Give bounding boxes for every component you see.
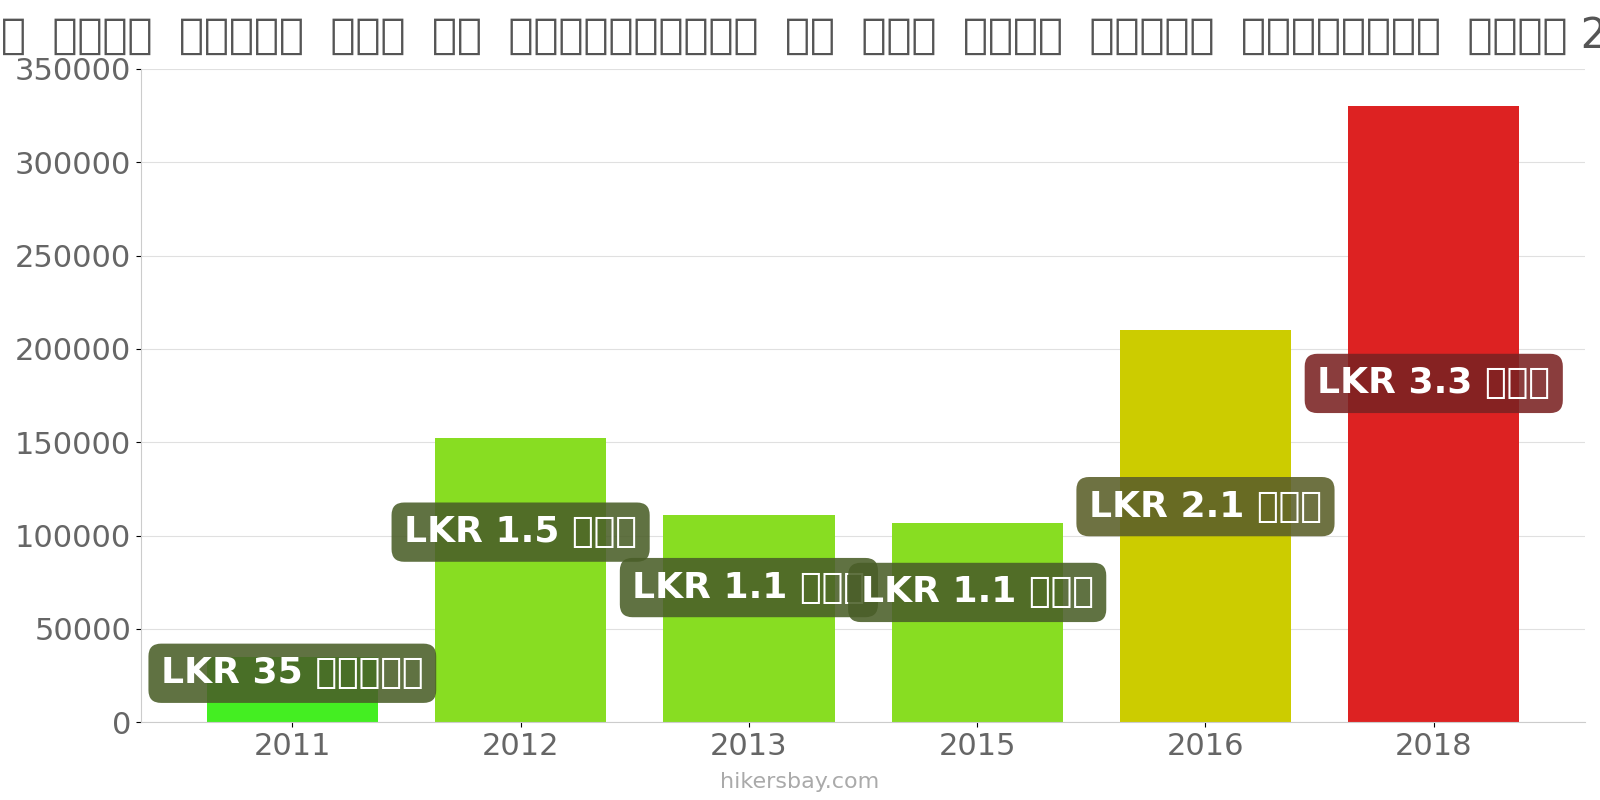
Bar	[206, 657, 378, 722]
Bar	[1349, 106, 1520, 722]
Text: LKR 1.1 लाख: LKR 1.1 लाख	[632, 570, 866, 605]
Text: LKR 1.1 लाख: LKR 1.1 लाख	[861, 575, 1094, 610]
Bar	[1120, 330, 1291, 722]
Text: LKR 1.5 लाख: LKR 1.5 लाख	[405, 515, 637, 549]
Bar	[891, 522, 1062, 722]
Text: LKR 3.3 लाख: LKR 3.3 लाख	[1317, 366, 1550, 401]
Text: LKR 35 हज़ार: LKR 35 हज़ार	[162, 656, 424, 690]
Text: LKR 2.1 लाख: LKR 2.1 लाख	[1090, 490, 1322, 524]
Bar	[435, 438, 606, 722]
Text: hikersbay.com: hikersbay.com	[720, 772, 880, 792]
Bar	[664, 515, 835, 722]
Title: श्रीलंका  सिटी  सेंटर  में  एक  अपार्टमेंट  के  लिए  कीमत  प्रति  स्क्वायर  मीटर: श्रीलंका सिटी सेंटर में एक अपार्टमेंट के…	[0, 15, 1600, 57]
